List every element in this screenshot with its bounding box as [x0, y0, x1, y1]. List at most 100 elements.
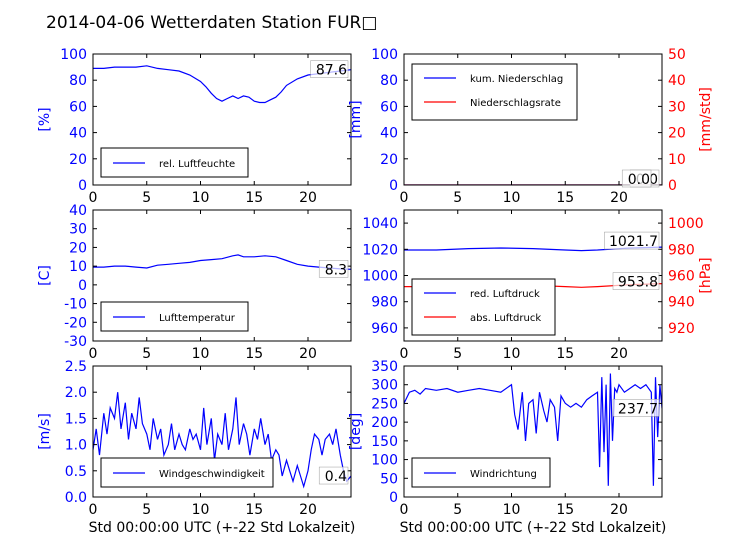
y-tick-label: 100 [371, 453, 398, 469]
x-tick-label: 5 [142, 190, 151, 206]
panel-top-left: 0 5 10 15 20 0 20 40 60 80 100 [%] 87.6 rel. Luftfeuc… [37, 47, 352, 206]
y2-tick-label: 0 [668, 178, 677, 194]
value-label-box [310, 60, 349, 78]
y-tick-label: 250 [371, 396, 398, 412]
x-tick-label: 15 [556, 190, 574, 206]
x-tick-label: 0 [89, 502, 98, 518]
x-tick-label: 20 [299, 190, 317, 206]
plot-frame [403, 365, 663, 498]
y-tick-label: 350 [371, 359, 398, 375]
x-axis-label: Std 00:00:00 UTC (+-22 Std Lokalzeit) [89, 520, 356, 536]
legend-label: Windgeschwindigkeit [159, 469, 265, 480]
y2-tick-label: 40 [668, 73, 686, 89]
value-label-box [612, 399, 660, 417]
y2-tick-label: 960 [668, 269, 695, 285]
y2-tick-label: 920 [668, 321, 695, 337]
panel-middle-right: 0 5 10 15 20 960 980 1000 1020 1040 920 940 960 980 10… [362, 209, 714, 362]
y-tick-label: -20 [64, 315, 87, 331]
y-tick-label: 80 [69, 73, 87, 89]
y2-tick-label: 10 [668, 152, 686, 168]
y-tick-label: 0.5 [65, 464, 87, 480]
x-tick-label: 10 [192, 502, 210, 518]
plot-frame [92, 365, 352, 498]
y-tick-label: 1040 [362, 216, 398, 232]
value-label-box [318, 260, 349, 278]
y-tick-label: 150 [371, 434, 398, 450]
legend-label: Niederschlagsrate [470, 98, 561, 109]
x-axis-label: Std 00:00:00 UTC (+-22 Std Lokalzeit) [400, 520, 667, 536]
x-tick-label: 0 [89, 190, 98, 206]
panel-bottom-left: 0 5 10 15 20 0.0 0.5 1.0 1.5 2.0 2.5 [m/s] Std 00:00… [37, 359, 355, 536]
y-tick-label: 300 [371, 378, 398, 394]
y-tick-label: 10 [69, 259, 87, 275]
legend-box [100, 147, 249, 178]
y-tick-label: 1.0 [65, 438, 87, 454]
value-label: 0.0 [628, 172, 650, 188]
plot-frame [92, 53, 352, 186]
x-tick-label: 20 [610, 502, 628, 518]
y-axis-label: [C] [37, 265, 53, 286]
y-tick-label: 0 [389, 178, 398, 194]
legend-box [411, 278, 556, 336]
x-tick-label: 0 [400, 190, 409, 206]
x-tick-label: 15 [556, 502, 574, 518]
value-label: 87.6 [316, 63, 347, 79]
legend-box [411, 63, 578, 121]
y-tick-label: 1020 [362, 242, 398, 258]
x-tick-label: 5 [142, 346, 151, 362]
y-tick-label: 100 [371, 47, 398, 63]
legend-label: red. Luftdruck [470, 289, 540, 300]
y-tick-label: 40 [380, 126, 398, 142]
value-label: 953.8 [618, 275, 658, 291]
y-tick-label: 80 [380, 73, 398, 89]
y-axis-label: [mm] [348, 100, 364, 138]
x-tick-label: 20 [299, 502, 317, 518]
value-label: 237.7 [618, 401, 658, 417]
y-tick-label: 1.5 [65, 411, 87, 427]
value-label-box [621, 169, 652, 188]
y-tick-label: 1000 [362, 269, 398, 285]
x-tick-label: 15 [245, 346, 263, 362]
panel-top-right: 0 5 10 15 20 0 20 40 60 80 100 0 10 20 30 40 50 [mm] [mm/s… [348, 47, 714, 206]
value-label-box [612, 272, 660, 290]
y2-axis-label: [mm/std] [698, 87, 714, 152]
x-tick-label: 20 [299, 346, 317, 362]
value-label: 8.3 [325, 262, 347, 278]
y2-tick-label: 980 [668, 242, 695, 258]
y-tick-label: 200 [371, 415, 398, 431]
y-tick-label: 980 [371, 295, 398, 311]
plot-frame [403, 53, 663, 186]
series-line-1 [93, 65, 351, 104]
value-label-box [318, 466, 349, 485]
x-tick-label: 10 [503, 502, 521, 518]
value-label: 0.4 [325, 469, 347, 485]
x-tick-label: 0 [400, 346, 409, 362]
y2-tick-label: 20 [668, 126, 686, 142]
x-tick-label: 20 [610, 346, 628, 362]
series-line-1 [404, 373, 662, 486]
legend-label: rel. Luftfeuchte [159, 159, 235, 170]
y-tick-label: 20 [69, 152, 87, 168]
y-tick-label: 2.0 [65, 385, 87, 401]
y-tick-label: 0 [78, 278, 87, 294]
y-tick-label: 2.5 [65, 359, 87, 375]
y-tick-label: -10 [64, 297, 87, 313]
y-tick-label: 0 [389, 490, 398, 506]
y-tick-label: 60 [69, 99, 87, 115]
x-tick-label: 0 [400, 502, 409, 518]
y-tick-label: 20 [380, 152, 398, 168]
x-tick-label: 5 [453, 190, 462, 206]
legend-label: kum. Niederschlag [470, 74, 563, 85]
series-line-1 [93, 254, 351, 270]
value-label: 1021.7 [609, 234, 658, 250]
y-axis-label: [deg] [348, 413, 364, 450]
y2-axis-label: [hPa] [698, 257, 714, 293]
x-tick-label: 10 [503, 190, 521, 206]
y-tick-label: 0 [78, 178, 87, 194]
x-tick-label: 15 [245, 502, 263, 518]
x-tick-label: 10 [192, 346, 210, 362]
x-tick-label: 0 [89, 346, 98, 362]
x-tick-label: 10 [503, 346, 521, 362]
y2-tick-label: 30 [668, 99, 686, 115]
